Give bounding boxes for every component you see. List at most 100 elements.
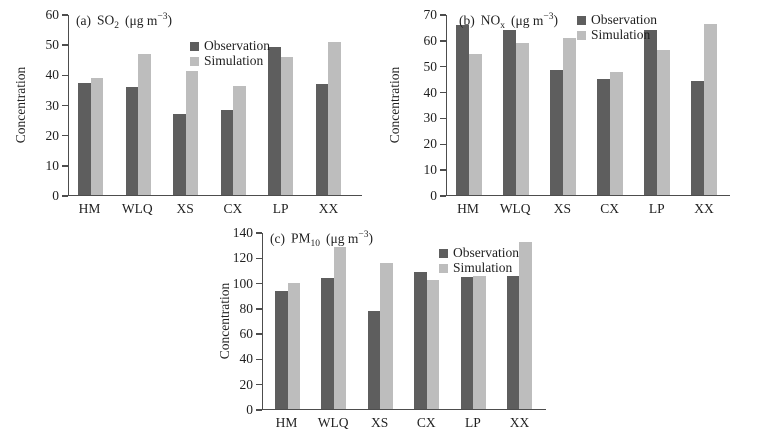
y-axis-tick-label: 60 bbox=[45, 7, 60, 22]
y-axis-tick bbox=[255, 308, 262, 310]
y-axis-tick bbox=[439, 40, 446, 42]
bar-observation bbox=[220, 109, 234, 195]
bar-simulation bbox=[469, 53, 482, 195]
y-axis-tick bbox=[61, 165, 68, 167]
bar-group-xs bbox=[173, 15, 199, 195]
chart-title: (b) NOx (μg m−3) bbox=[459, 8, 558, 35]
legend-item-simulation: Simulation bbox=[190, 54, 270, 68]
bar-simulation bbox=[610, 71, 623, 195]
bar-simulation bbox=[516, 43, 529, 195]
y-axis-tick-label: 140 bbox=[232, 225, 253, 240]
x-axis-category-label: LP bbox=[465, 415, 481, 430]
chart-title-species: NO bbox=[480, 12, 501, 28]
bar-group-xx bbox=[506, 233, 532, 409]
bar-group-xx bbox=[691, 15, 717, 195]
y-axis-tick bbox=[439, 195, 446, 197]
y-axis-tick bbox=[255, 333, 262, 335]
legend-label-observation: Observation bbox=[591, 12, 657, 27]
y-axis-tick bbox=[61, 14, 68, 16]
bar-group-wlq bbox=[321, 233, 347, 409]
bar-observation bbox=[125, 87, 139, 195]
bar-group-cx bbox=[597, 15, 623, 195]
x-axis-category-label: WLQ bbox=[121, 201, 153, 216]
chart-title-panel: (b) bbox=[459, 12, 475, 28]
y-axis-tick-label: 10 bbox=[45, 157, 60, 173]
chart-title-units-close: ) bbox=[167, 12, 172, 28]
x-axis-category-label: XS bbox=[176, 201, 194, 216]
bar-group-lp bbox=[644, 15, 670, 195]
bar-observation bbox=[644, 30, 657, 195]
chart-title-units: (μg m bbox=[511, 12, 544, 28]
plot-area: 0 20 40 60 80 100 120 140 (c) PM10 (μg m−3) Observa… bbox=[233, 225, 546, 417]
y-axis-tick bbox=[439, 143, 446, 146]
y-axis-tick-label: 0 bbox=[430, 188, 437, 203]
legend-label-observation: Observation bbox=[204, 38, 270, 53]
y-axis-tick-label: 100 bbox=[232, 275, 253, 291]
legend-swatch-simulation bbox=[190, 56, 199, 66]
legend-label-observation: Observation bbox=[453, 245, 519, 260]
chart-panel-nox: 0 10 20 30 40 50 60 70 (b) NOx (μg m−3) Observation… bbox=[375, 0, 781, 230]
bar-observation bbox=[414, 271, 427, 409]
legend-swatch-observation bbox=[577, 15, 586, 25]
bar-group-hm bbox=[275, 233, 300, 409]
legend: Observation Simulation bbox=[439, 246, 519, 276]
y-axis-tick bbox=[61, 44, 68, 46]
y-axis-tick-label: 60 bbox=[423, 32, 438, 48]
bar-observation bbox=[456, 25, 469, 195]
bar-observation bbox=[503, 30, 516, 195]
legend-item-simulation: Simulation bbox=[439, 261, 519, 275]
y-axis-tick-label: 40 bbox=[239, 351, 254, 367]
legend-label-simulation: Simulation bbox=[591, 27, 651, 42]
bar-observation bbox=[691, 80, 704, 195]
y-axis-tick bbox=[61, 74, 68, 77]
y-axis-tick-label: 120 bbox=[232, 250, 253, 266]
y-axis-tick-label: 20 bbox=[45, 127, 60, 143]
y-axis-tick bbox=[61, 195, 68, 197]
y-axis-title: Concentration bbox=[387, 66, 402, 144]
y-axis-tick-label: 40 bbox=[45, 67, 60, 83]
chart-title-species: SO bbox=[96, 12, 115, 28]
bars-layer bbox=[263, 233, 546, 409]
legend-item-simulation: Simulation bbox=[577, 28, 657, 42]
bar-group-xx bbox=[315, 15, 341, 195]
legend-label-simulation: Simulation bbox=[453, 260, 513, 275]
y-axis-tick-label: 0 bbox=[246, 402, 253, 417]
x-axis-category-label: WLQ bbox=[499, 201, 531, 216]
y-axis-tick bbox=[255, 257, 262, 260]
chart-title: (c) PM10 (μg m−3) bbox=[270, 226, 373, 253]
bar-simulation bbox=[333, 246, 347, 409]
bar-simulation bbox=[563, 38, 576, 195]
x-axis-category-label: LP bbox=[648, 201, 665, 216]
x-axis-category-label: XX bbox=[509, 415, 530, 430]
bar-group-hm bbox=[78, 15, 103, 195]
y-axis-title: Concentration bbox=[13, 66, 28, 144]
legend-swatch-observation bbox=[190, 41, 199, 51]
bars-layer bbox=[447, 15, 730, 195]
y-axis-tick bbox=[439, 169, 446, 171]
bar-observation bbox=[321, 278, 334, 409]
legend: Observation Simulation bbox=[190, 39, 270, 69]
y-axis-tick-label: 50 bbox=[45, 37, 60, 53]
y-axis-tick-label: 60 bbox=[239, 326, 254, 342]
y-axis-tick bbox=[61, 104, 68, 107]
y-axis-tick-label: 30 bbox=[45, 97, 60, 113]
bar-observation bbox=[78, 82, 91, 195]
bar-group-wlq bbox=[125, 15, 151, 195]
x-axis-category-label: WLQ bbox=[317, 415, 349, 430]
y-axis-title: Concentration bbox=[217, 282, 232, 360]
y-axis-tick bbox=[61, 134, 68, 137]
x-axis-category-label: HM bbox=[457, 201, 479, 216]
plot-area: 0 10 20 30 40 50 60 70 (b) NOx (μg m−3) Observation… bbox=[424, 7, 730, 203]
y-axis-tick bbox=[255, 409, 262, 411]
chart-panel-pm10: 0 20 40 60 80 100 120 140 (c) PM10 (μg m−3) Observa… bbox=[190, 220, 590, 442]
y-axis-tick bbox=[439, 91, 446, 94]
y-axis-tick-label: 20 bbox=[423, 136, 438, 152]
bar-observation bbox=[460, 277, 474, 409]
bars-layer bbox=[69, 15, 362, 195]
chart-title-panel: (c) bbox=[270, 230, 285, 246]
chart-title-species-sub: 10 bbox=[310, 239, 321, 250]
y-axis-tick bbox=[255, 383, 262, 386]
x-axis-category-label: XS bbox=[371, 415, 389, 430]
y-axis-tick bbox=[255, 282, 262, 285]
